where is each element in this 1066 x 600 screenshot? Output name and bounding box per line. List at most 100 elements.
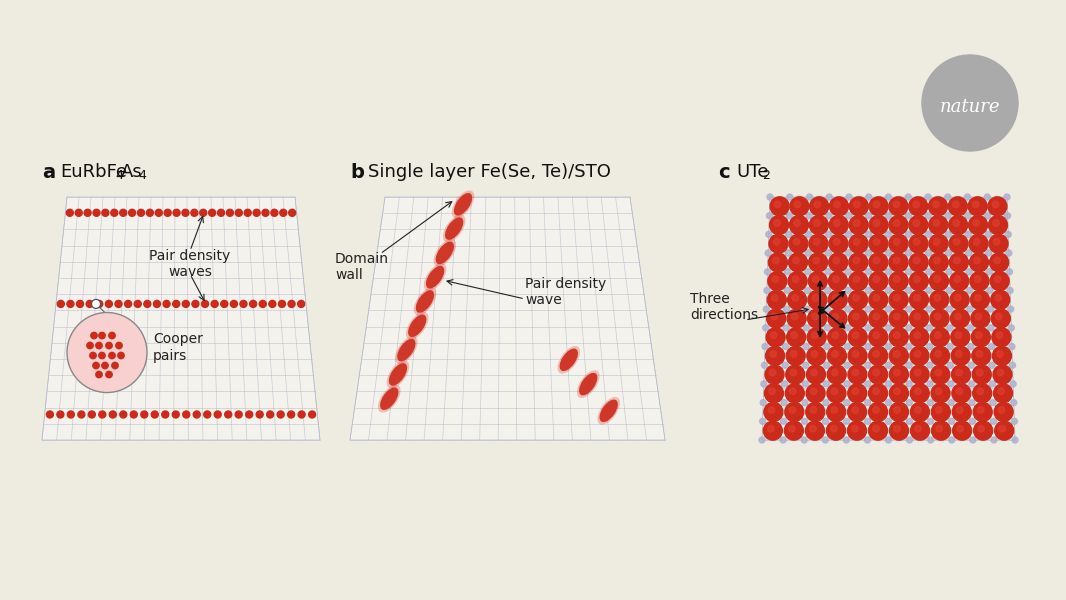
Polygon shape [762,197,1015,440]
Circle shape [852,425,858,432]
Circle shape [106,343,112,349]
Circle shape [761,381,766,387]
Circle shape [893,220,900,226]
Circle shape [240,301,247,307]
Ellipse shape [426,266,445,289]
Circle shape [886,194,891,200]
Circle shape [831,369,838,376]
Circle shape [972,384,991,403]
Circle shape [173,301,180,307]
Circle shape [847,384,867,403]
Circle shape [221,301,228,307]
Circle shape [808,272,827,290]
Circle shape [933,238,940,245]
Circle shape [928,197,948,216]
Circle shape [824,306,830,312]
Circle shape [926,306,933,312]
Ellipse shape [597,397,620,425]
Circle shape [826,212,831,218]
Circle shape [853,238,860,245]
Circle shape [830,425,837,432]
Circle shape [967,306,973,312]
Circle shape [827,346,846,365]
Circle shape [762,344,769,350]
Circle shape [866,212,872,218]
Circle shape [926,325,933,331]
Circle shape [930,253,949,272]
Circle shape [834,201,840,208]
Ellipse shape [434,239,456,267]
Circle shape [823,418,828,424]
Circle shape [119,209,127,216]
Circle shape [785,287,790,293]
Circle shape [893,425,901,432]
Circle shape [810,388,817,395]
Circle shape [915,388,921,395]
Circle shape [173,209,180,216]
Circle shape [112,362,118,369]
Circle shape [1011,400,1017,406]
Circle shape [915,425,921,432]
Circle shape [999,425,1005,432]
Circle shape [910,365,930,384]
Circle shape [886,287,891,293]
Circle shape [927,418,934,424]
Ellipse shape [389,363,407,386]
Circle shape [906,418,912,424]
Circle shape [765,232,772,238]
Circle shape [949,418,954,424]
Circle shape [829,215,849,235]
Circle shape [236,209,242,216]
Circle shape [101,362,109,369]
Circle shape [831,388,838,395]
Circle shape [995,403,1013,421]
Circle shape [873,407,879,413]
Circle shape [955,332,962,338]
Circle shape [214,411,222,418]
Text: 2: 2 [762,169,770,182]
Circle shape [930,290,949,310]
Circle shape [914,295,920,301]
Circle shape [866,194,872,200]
Circle shape [889,290,908,310]
Circle shape [849,290,868,310]
Circle shape [976,350,983,357]
Circle shape [834,220,840,226]
Circle shape [771,332,777,338]
Circle shape [809,215,828,235]
Circle shape [792,276,798,283]
Circle shape [849,309,868,328]
Circle shape [843,437,850,443]
Circle shape [115,301,122,307]
Circle shape [805,250,811,256]
Circle shape [1004,194,1010,200]
Circle shape [866,306,871,312]
Circle shape [952,384,971,403]
Circle shape [811,350,818,357]
Circle shape [766,328,786,347]
Text: 4: 4 [115,169,123,182]
Circle shape [845,269,851,275]
Circle shape [997,350,1003,357]
Circle shape [995,421,1014,440]
Circle shape [772,276,778,283]
Circle shape [853,257,859,264]
Circle shape [791,332,797,338]
Circle shape [271,209,278,216]
Circle shape [761,362,768,368]
Circle shape [824,325,830,331]
Circle shape [956,407,963,413]
Circle shape [78,411,85,418]
Circle shape [772,295,778,301]
Circle shape [825,250,831,256]
Circle shape [277,411,285,418]
Circle shape [822,437,828,443]
Circle shape [162,411,168,418]
Circle shape [995,295,1002,301]
Circle shape [985,212,990,218]
Circle shape [1006,250,1012,256]
Circle shape [67,313,147,392]
Circle shape [906,400,912,406]
Circle shape [1008,344,1015,350]
Text: Domain
wall: Domain wall [335,252,389,282]
